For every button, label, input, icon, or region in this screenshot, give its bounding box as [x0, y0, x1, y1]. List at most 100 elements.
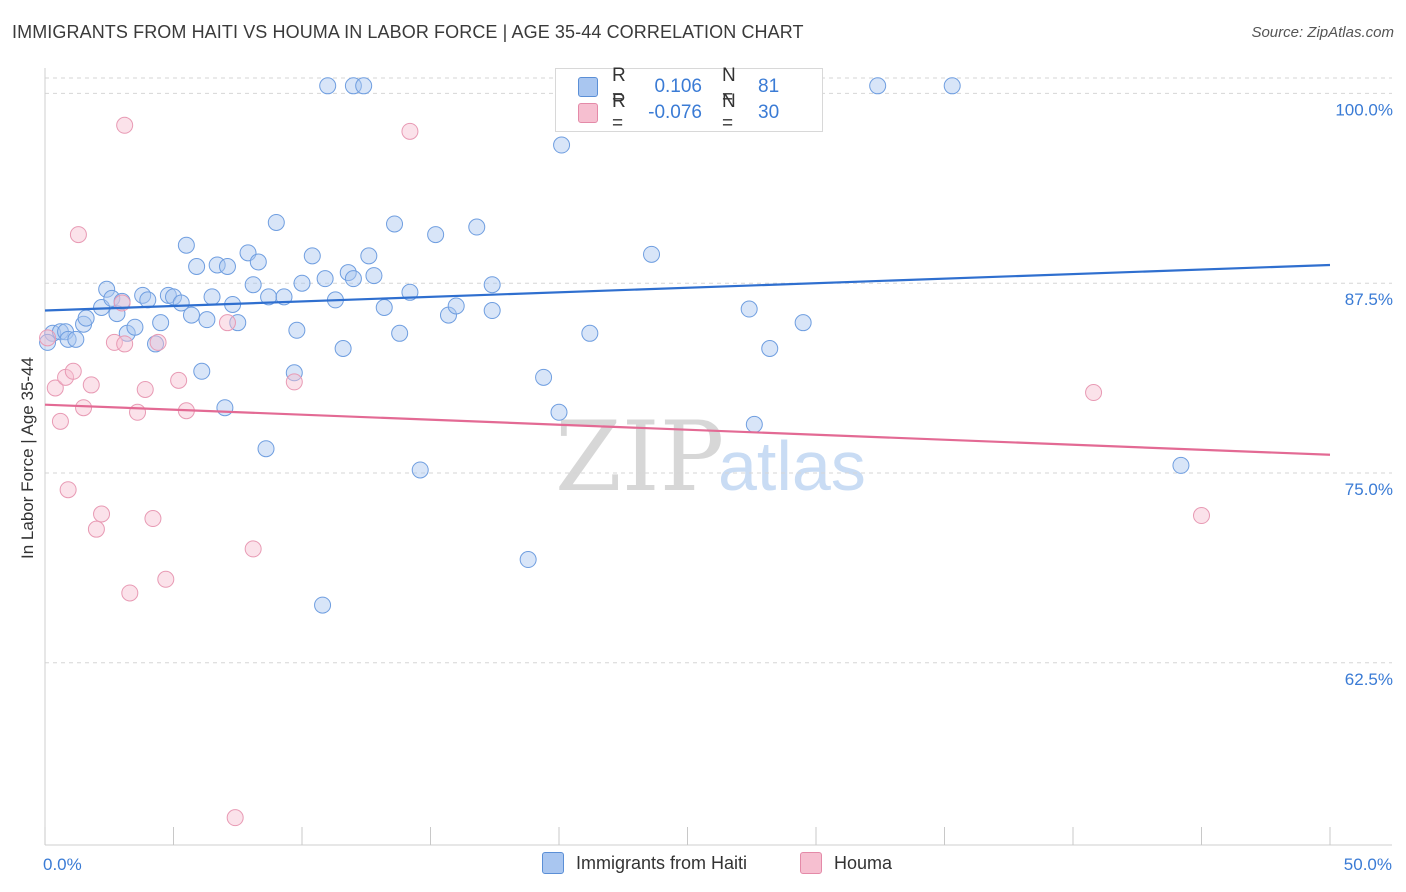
data-point-haiti	[229, 314, 247, 332]
chart-title: IMMIGRANTS FROM HAITI VS HOUMA IN LABOR …	[12, 22, 804, 42]
legend-item-houma[interactable]: Houma	[800, 852, 892, 874]
data-point-houma	[39, 329, 57, 347]
legend-n-label: N =	[722, 65, 736, 108]
legend-n-value: 81	[758, 76, 780, 97]
legend-n-value: 30	[758, 102, 780, 123]
data-point-haiti	[249, 253, 267, 271]
data-point-houma	[69, 226, 87, 244]
data-point-haiti	[67, 330, 85, 348]
watermark-atlas: atlas	[718, 427, 866, 505]
y-tick-label: 100.0%	[1335, 100, 1393, 119]
data-point-houma	[93, 505, 111, 523]
data-point-houma	[170, 371, 188, 389]
legend-label-houma: Houma	[834, 852, 893, 873]
data-point-houma	[46, 379, 64, 397]
data-point-houma	[285, 373, 303, 391]
data-point-haiti	[314, 596, 332, 614]
data-point-haiti	[334, 339, 352, 357]
legend-swatch-houma	[578, 103, 598, 123]
data-point-haiti	[182, 306, 200, 324]
data-point-haiti	[285, 364, 303, 382]
data-point-houma	[116, 335, 134, 353]
legend-swatch-haiti	[542, 852, 564, 874]
legend-label-haiti: Immigrants from Haiti	[576, 852, 748, 873]
data-point-haiti	[198, 311, 216, 329]
data-point-haiti	[386, 215, 404, 233]
data-point-houma	[75, 399, 93, 417]
data-point-haiti	[427, 226, 445, 244]
legend-r-value: -0.076	[648, 102, 702, 123]
data-point-haiti	[360, 247, 378, 265]
series-legend: Immigrants from Haiti Houma	[0, 852, 1406, 878]
data-point-haiti	[316, 270, 334, 288]
y-tick-label: 87.5%	[1345, 290, 1393, 309]
data-point-haiti	[355, 77, 373, 95]
data-point-houma	[1085, 384, 1103, 402]
source-label: Source: ZipAtlas.com	[1251, 24, 1394, 41]
data-point-haiti	[260, 288, 278, 306]
data-point-houma	[116, 116, 134, 134]
data-point-haiti	[535, 368, 553, 386]
data-point-haiti	[77, 309, 95, 327]
y-tick-label: 62.5%	[1345, 670, 1393, 689]
data-point-houma	[121, 584, 139, 602]
data-point-haiti	[193, 362, 211, 380]
data-point-haiti	[319, 77, 337, 95]
data-point-haiti	[303, 247, 321, 265]
data-point-haiti	[218, 257, 236, 275]
data-point-houma	[64, 362, 82, 380]
data-point-haiti	[643, 245, 661, 263]
data-point-haiti	[244, 276, 262, 294]
data-point-haiti	[483, 302, 501, 320]
data-point-haiti	[1172, 456, 1190, 474]
data-point-houma	[136, 380, 154, 398]
legend-row-houma: R = -0.076 N = 30	[578, 91, 780, 134]
data-point-houma	[87, 520, 105, 538]
legend-r-label: R =	[612, 65, 626, 108]
trend-line-haiti	[44, 263, 1331, 312]
data-point-haiti	[39, 333, 57, 351]
data-point-haiti	[519, 551, 537, 569]
data-point-houma	[1193, 507, 1210, 525]
watermark-zip: ZIP	[555, 401, 724, 513]
data-point-houma	[218, 314, 236, 332]
data-point-haiti	[943, 77, 961, 95]
data-point-haiti	[483, 276, 501, 294]
data-point-haiti	[288, 321, 306, 339]
legend-item-haiti[interactable]: Immigrants from Haiti	[542, 852, 747, 874]
legend-r-value: 0.106	[654, 76, 702, 97]
data-point-haiti	[553, 136, 571, 154]
data-point-haiti	[126, 318, 144, 336]
data-point-houma	[59, 481, 77, 499]
data-point-haiti	[257, 440, 275, 458]
data-point-houma	[401, 122, 419, 140]
data-point-haiti	[344, 270, 362, 288]
data-point-haiti	[293, 274, 311, 292]
data-point-haiti	[447, 297, 465, 315]
data-point-haiti	[216, 399, 234, 417]
data-point-haiti	[147, 335, 165, 353]
legend-r-label: R =	[612, 91, 626, 134]
data-point-haiti	[98, 280, 116, 298]
data-point-haiti	[411, 461, 429, 479]
trend-line-houma	[44, 403, 1331, 456]
data-point-houma	[226, 809, 244, 827]
data-point-haiti	[344, 77, 362, 95]
data-point-haiti	[375, 298, 393, 316]
legend-swatch-houma	[800, 852, 822, 874]
data-point-haiti	[203, 288, 221, 306]
data-point-haiti	[740, 300, 758, 318]
data-point-haiti	[365, 267, 383, 285]
legend-n-label: N =	[722, 91, 736, 134]
data-point-houma	[129, 403, 147, 421]
data-point-haiti	[794, 314, 812, 332]
data-point-haiti	[134, 286, 152, 304]
data-point-houma	[149, 333, 167, 351]
data-point-haiti	[581, 324, 599, 342]
correlation-legend: R = 0.106 N = 81 R = -0.076 N = 30	[555, 65, 823, 134]
data-point-haiti	[468, 218, 486, 236]
legend-swatch-haiti	[578, 77, 598, 97]
data-point-houma	[82, 376, 100, 394]
data-point-haiti	[267, 213, 285, 231]
data-point-houma	[244, 540, 262, 558]
